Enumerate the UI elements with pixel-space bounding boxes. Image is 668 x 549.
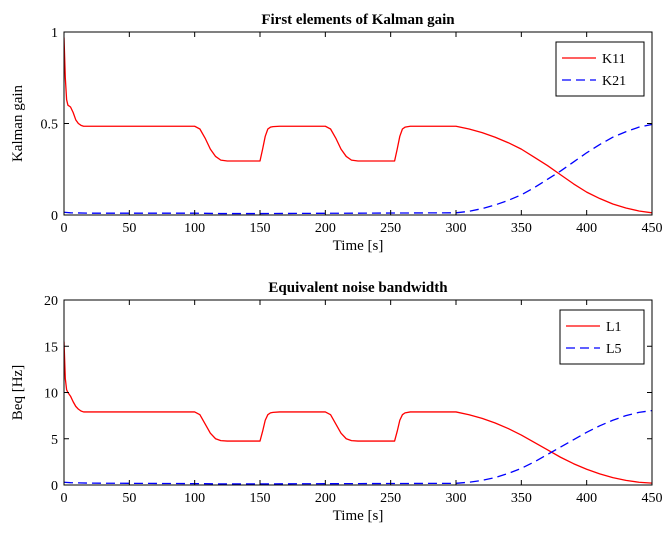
y-tick-label: 0 bbox=[51, 479, 58, 494]
y-tick-label: 1 bbox=[51, 26, 58, 41]
legend-label-L1: L1 bbox=[606, 320, 622, 335]
x-tick-label: 100 bbox=[184, 491, 205, 506]
y-axis-label: Kalman gain bbox=[10, 84, 26, 162]
legend-label-K21: K21 bbox=[602, 74, 626, 89]
legend-box bbox=[555, 41, 645, 97]
x-axis-label: Time [s] bbox=[333, 508, 384, 524]
y-tick-label: 20 bbox=[44, 294, 58, 309]
x-tick-label: 50 bbox=[122, 221, 136, 236]
x-tick-label: 250 bbox=[380, 221, 401, 236]
x-axis-label: Time [s] bbox=[333, 238, 384, 254]
legend-label-K11: K11 bbox=[602, 52, 626, 67]
x-tick-label: 350 bbox=[511, 221, 532, 236]
y-tick-label: 0.5 bbox=[41, 118, 59, 133]
x-tick-label: 400 bbox=[576, 221, 597, 236]
x-tick-label: 350 bbox=[511, 491, 532, 506]
x-tick-label: 450 bbox=[642, 221, 663, 236]
x-tick-label: 450 bbox=[642, 491, 663, 506]
chart-title: Equivalent noise bandwidth bbox=[268, 280, 448, 296]
plot-area bbox=[64, 32, 652, 215]
series-line-K11 bbox=[64, 37, 652, 214]
legend-box bbox=[559, 309, 645, 365]
x-tick-label: 300 bbox=[446, 221, 467, 236]
series-line-L5 bbox=[64, 409, 652, 485]
x-tick-label: 100 bbox=[184, 221, 205, 236]
y-tick-label: 10 bbox=[44, 387, 58, 402]
y-axis-label: Beq [Hz] bbox=[10, 365, 26, 420]
x-tick-label: 0 bbox=[61, 221, 68, 236]
series-line-L1 bbox=[64, 341, 652, 484]
x-tick-label: 50 bbox=[122, 491, 136, 506]
x-tick-label: 0 bbox=[61, 491, 68, 506]
chart-title: First elements of Kalman gain bbox=[261, 12, 455, 28]
subplot-2: 0 50 100 150 200 250 300 350 400 450 0 5 10 15 20 Equiv… bbox=[10, 280, 663, 524]
x-tick-label: 300 bbox=[446, 491, 467, 506]
y-tick-label: 15 bbox=[44, 340, 58, 355]
subplot-1: 0 50 100 150 200 250 300 350 400 450 0 0.5 1 First el… bbox=[10, 12, 663, 254]
legend-label-L5: L5 bbox=[606, 342, 622, 357]
x-tick-label: 150 bbox=[250, 491, 271, 506]
x-tick-label: 200 bbox=[315, 491, 336, 506]
series-line-K21 bbox=[64, 123, 652, 215]
x-tick-label: 250 bbox=[380, 491, 401, 506]
x-tick-label: 200 bbox=[315, 221, 336, 236]
x-tick-label: 150 bbox=[250, 221, 271, 236]
x-tick-label: 400 bbox=[576, 491, 597, 506]
y-tick-label: 5 bbox=[51, 433, 58, 448]
y-tick-label: 0 bbox=[51, 209, 58, 224]
